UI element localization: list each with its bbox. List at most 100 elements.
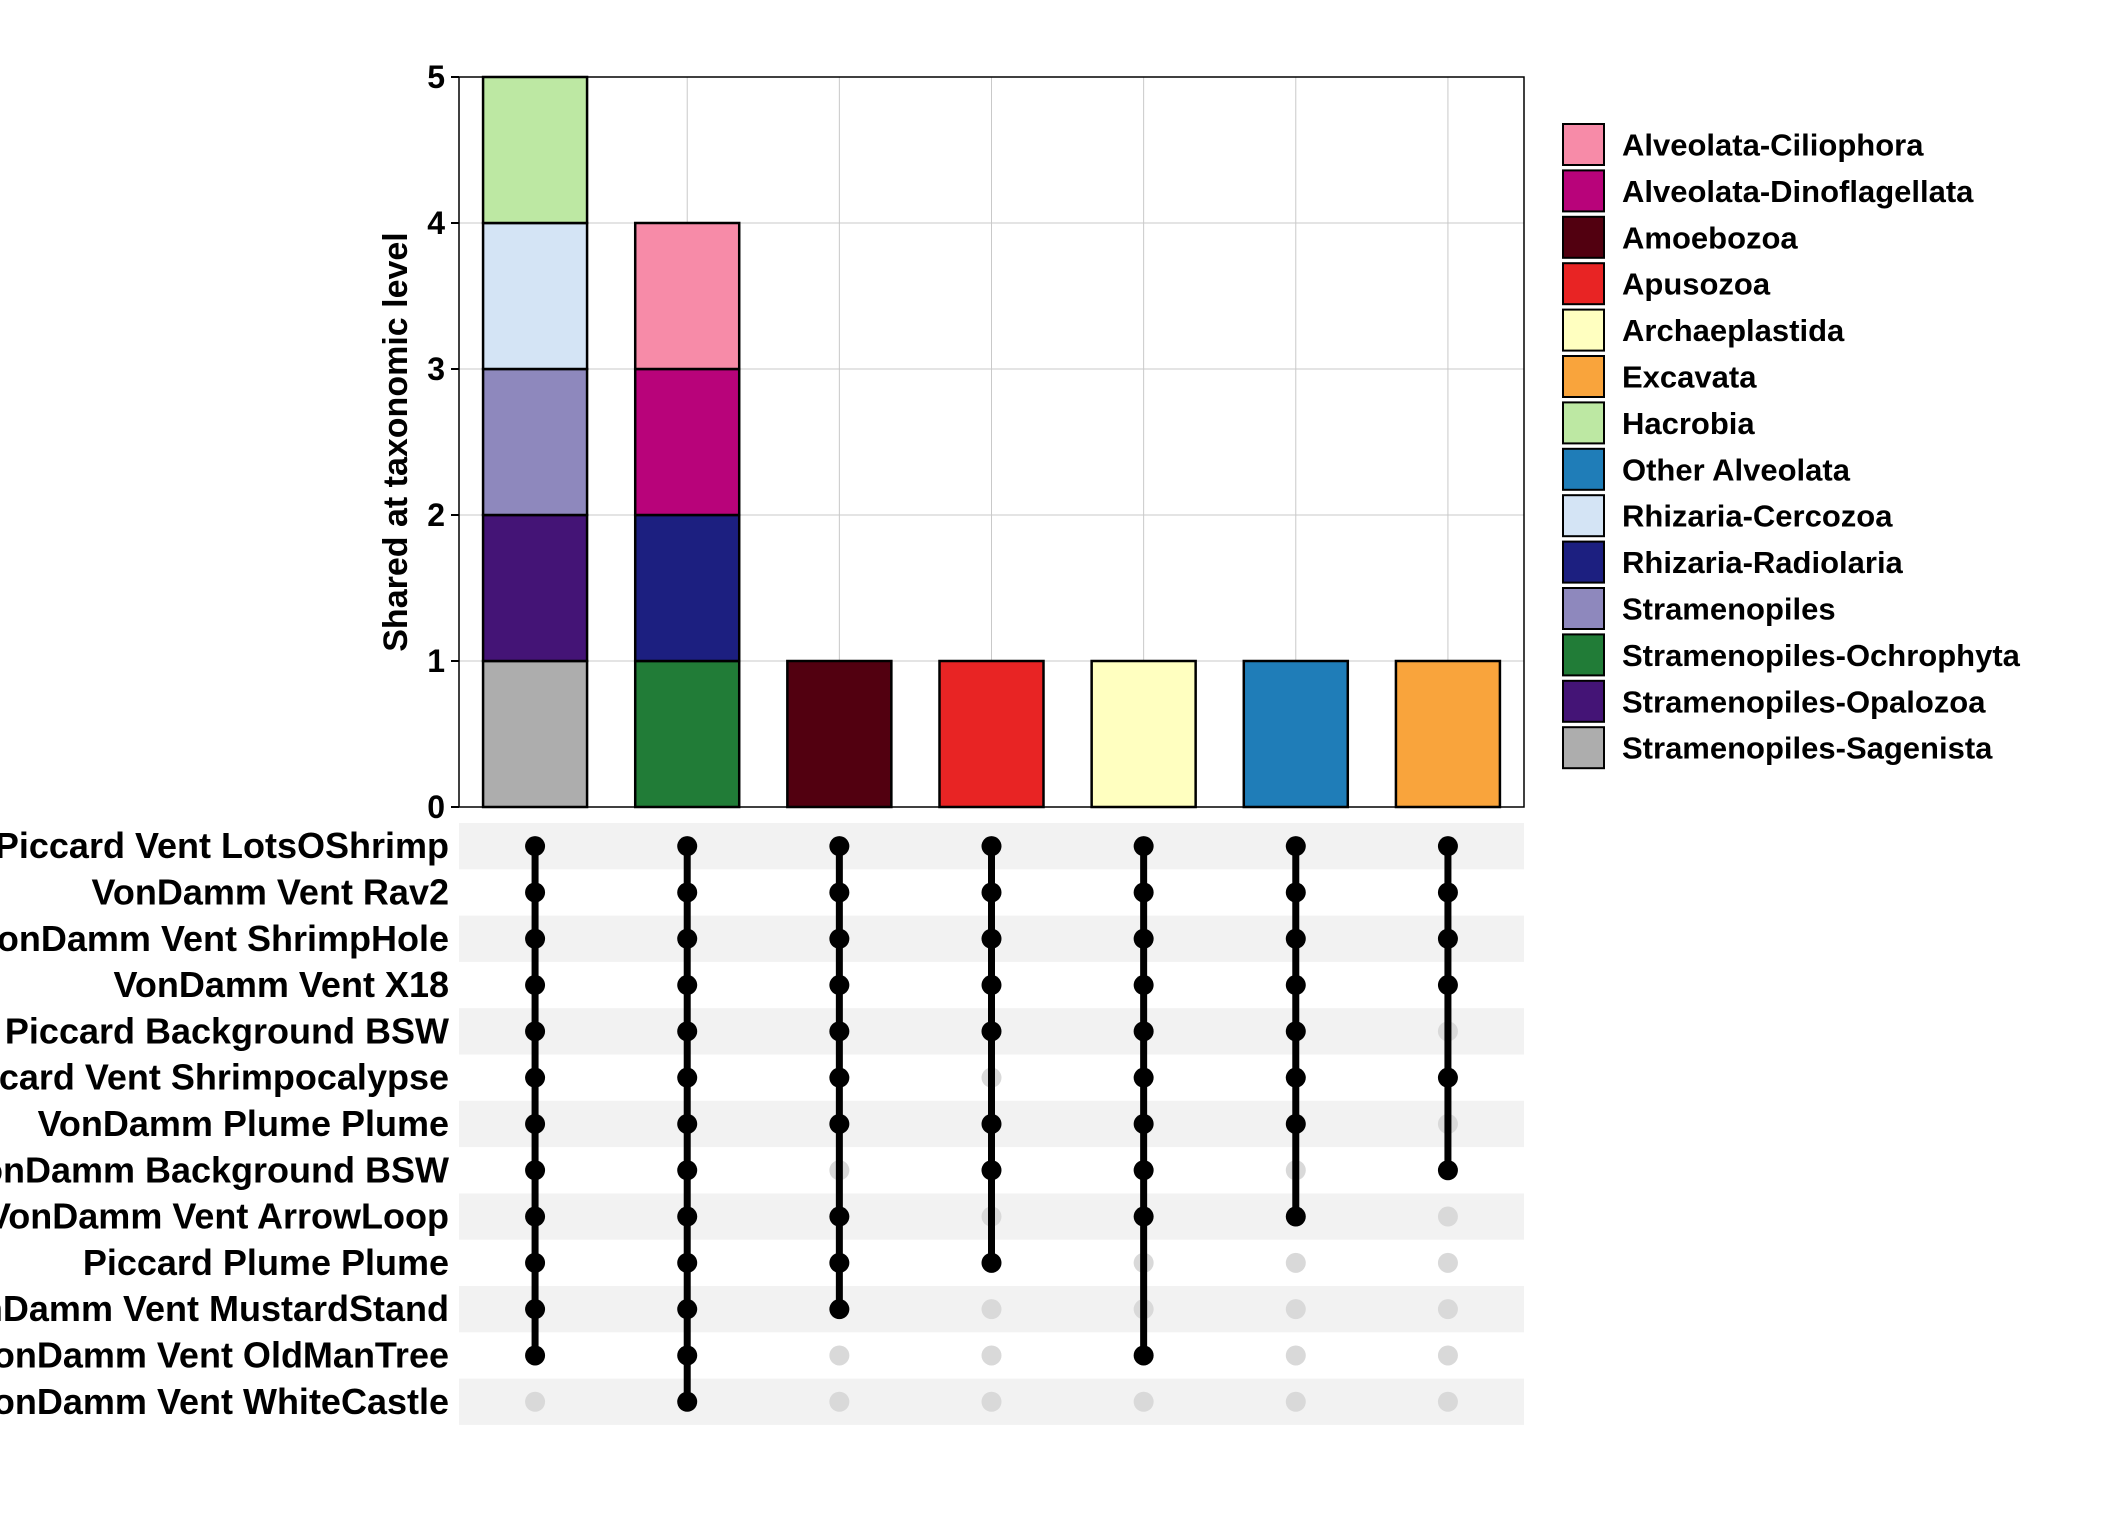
matrix-dot-filled bbox=[677, 1067, 698, 1088]
matrix-dot-filled bbox=[981, 1113, 1002, 1134]
matrix-dot-filled bbox=[1133, 1345, 1154, 1366]
intersection-matrix bbox=[525, 836, 1458, 1412]
bar-segment bbox=[1394, 659, 1502, 809]
matrix-dot-empty bbox=[1437, 1299, 1458, 1320]
matrix-dot-filled bbox=[981, 882, 1002, 903]
legend-label: Stramenopiles bbox=[1622, 592, 1836, 627]
set-label: Piccard Vent LotsOShrimp bbox=[0, 825, 449, 866]
y-axis: 0 1 2 3 4 5 bbox=[427, 59, 459, 825]
bar-segment bbox=[481, 75, 589, 225]
matrix-dot-filled bbox=[525, 1113, 546, 1134]
legend-swatch bbox=[1562, 540, 1605, 584]
matrix-dot-filled bbox=[1133, 928, 1154, 949]
matrix-dot-filled bbox=[1133, 975, 1154, 996]
legend-swatch bbox=[1562, 123, 1605, 166]
set-label: VonDamm Background BSW bbox=[0, 1149, 449, 1190]
set-label: VonDamm Vent WhiteCastle bbox=[0, 1381, 449, 1422]
legend: Alveolata-Ciliophora Alveolata-Dinoflagel… bbox=[1562, 123, 2021, 770]
matrix-dot-filled bbox=[1285, 1021, 1306, 1042]
matrix-dot-filled bbox=[525, 1206, 546, 1227]
set-label: VonDamm Vent X18 bbox=[114, 964, 449, 1005]
legend-swatch bbox=[1562, 308, 1605, 352]
legend-label: Alveolata-Ciliophora bbox=[1622, 128, 1924, 163]
y-tick-label: 1 bbox=[427, 643, 445, 679]
matrix-dot-filled bbox=[1285, 975, 1306, 996]
matrix-dot-filled bbox=[1437, 882, 1458, 903]
set-label: VonDamm Vent OldManTree bbox=[0, 1334, 449, 1375]
y-tick-label: 4 bbox=[427, 205, 445, 241]
matrix-dot-filled bbox=[525, 882, 546, 903]
legend-swatch bbox=[1562, 401, 1605, 445]
matrix-dot-filled bbox=[677, 1299, 698, 1320]
matrix-dot-filled bbox=[1437, 836, 1458, 857]
matrix-dot-empty bbox=[1133, 1391, 1154, 1412]
legend-label: Excavata bbox=[1622, 360, 1757, 395]
legend-swatch bbox=[1562, 262, 1605, 306]
matrix-dot-filled bbox=[1437, 1067, 1458, 1088]
matrix-dot-filled bbox=[677, 1391, 698, 1412]
set-label: Piccard Background BSW bbox=[5, 1010, 449, 1051]
bar-segment bbox=[938, 659, 1045, 809]
matrix-dot-filled bbox=[981, 1160, 1002, 1181]
legend-label: Rhizaria-Cercozoa bbox=[1622, 499, 1893, 534]
legend-swatch bbox=[1562, 169, 1605, 213]
matrix-dot-filled bbox=[829, 1206, 850, 1227]
y-tick-label: 2 bbox=[427, 497, 445, 533]
matrix-dot-filled bbox=[829, 1113, 850, 1134]
matrix-dot-filled bbox=[1133, 1113, 1154, 1134]
matrix-dot-filled bbox=[525, 1252, 546, 1273]
matrix-dot-filled bbox=[1285, 1113, 1306, 1134]
matrix-dot-filled bbox=[525, 928, 546, 949]
matrix-dot-filled bbox=[525, 1021, 546, 1042]
y-tick-label: 0 bbox=[427, 789, 445, 825]
set-label: VonDamm Vent MustardStand bbox=[0, 1288, 449, 1329]
matrix-dot-filled bbox=[1285, 836, 1306, 857]
y-tick-label: 5 bbox=[427, 59, 445, 95]
matrix-dot-filled bbox=[525, 1299, 546, 1320]
matrix-dot-filled bbox=[981, 1021, 1002, 1042]
matrix-dot-filled bbox=[1285, 882, 1306, 903]
legend-swatch bbox=[1562, 679, 1605, 723]
legend-swatch bbox=[1562, 447, 1605, 491]
matrix-dot-filled bbox=[1133, 1206, 1154, 1227]
matrix-dot-filled bbox=[1437, 1160, 1458, 1181]
matrix-dot-filled bbox=[1285, 928, 1306, 949]
matrix-dot-empty bbox=[1285, 1252, 1306, 1273]
matrix-dot-filled bbox=[1133, 1021, 1154, 1042]
matrix-dot-filled bbox=[525, 1160, 546, 1181]
legend-label: Archaeplastida bbox=[1622, 313, 1845, 348]
legend-swatch bbox=[1562, 633, 1605, 677]
matrix-dot-empty bbox=[829, 1345, 850, 1366]
matrix-dot-filled bbox=[677, 1252, 698, 1273]
matrix-dot-filled bbox=[677, 1021, 698, 1042]
bar-segment bbox=[786, 659, 893, 809]
set-label: Piccard Vent Shrimpocalypse bbox=[0, 1057, 449, 1098]
matrix-dot-filled bbox=[1285, 1067, 1306, 1088]
set-labels: Piccard Vent LotsOShrimp VonDamm Vent Rav… bbox=[0, 825, 449, 1422]
set-label: VonDamm Vent ShrimpHole bbox=[0, 918, 449, 959]
bar-segment bbox=[1242, 659, 1350, 809]
plot-border bbox=[458, 76, 1525, 808]
matrix-dot-empty bbox=[1285, 1299, 1306, 1320]
set-label: VonDamm Plume Plume bbox=[38, 1103, 449, 1144]
matrix-dot-filled bbox=[1437, 928, 1458, 949]
bars bbox=[481, 75, 1502, 809]
legend-swatch bbox=[1562, 215, 1605, 259]
matrix-dot-filled bbox=[677, 1113, 698, 1134]
legend-label: Stramenopiles-Opalozoa bbox=[1622, 684, 1986, 719]
matrix-dot-filled bbox=[829, 882, 850, 903]
matrix-dot-filled bbox=[525, 1067, 546, 1088]
matrix-dot-filled bbox=[1133, 882, 1154, 903]
matrix-dot-filled bbox=[1133, 836, 1154, 857]
legend-label: Other Alveolata bbox=[1622, 452, 1851, 487]
matrix-dot-filled bbox=[829, 928, 850, 949]
bar-segment bbox=[481, 513, 589, 663]
legend-label: Amoebozoa bbox=[1622, 220, 1798, 255]
bar-segment bbox=[481, 659, 589, 809]
matrix-dot-filled bbox=[1285, 1206, 1306, 1227]
bar-segment bbox=[633, 659, 741, 809]
matrix-dot-filled bbox=[829, 1299, 850, 1320]
y-axis-title: Shared at taxonomic level bbox=[377, 232, 415, 652]
legend-swatch bbox=[1562, 587, 1605, 630]
